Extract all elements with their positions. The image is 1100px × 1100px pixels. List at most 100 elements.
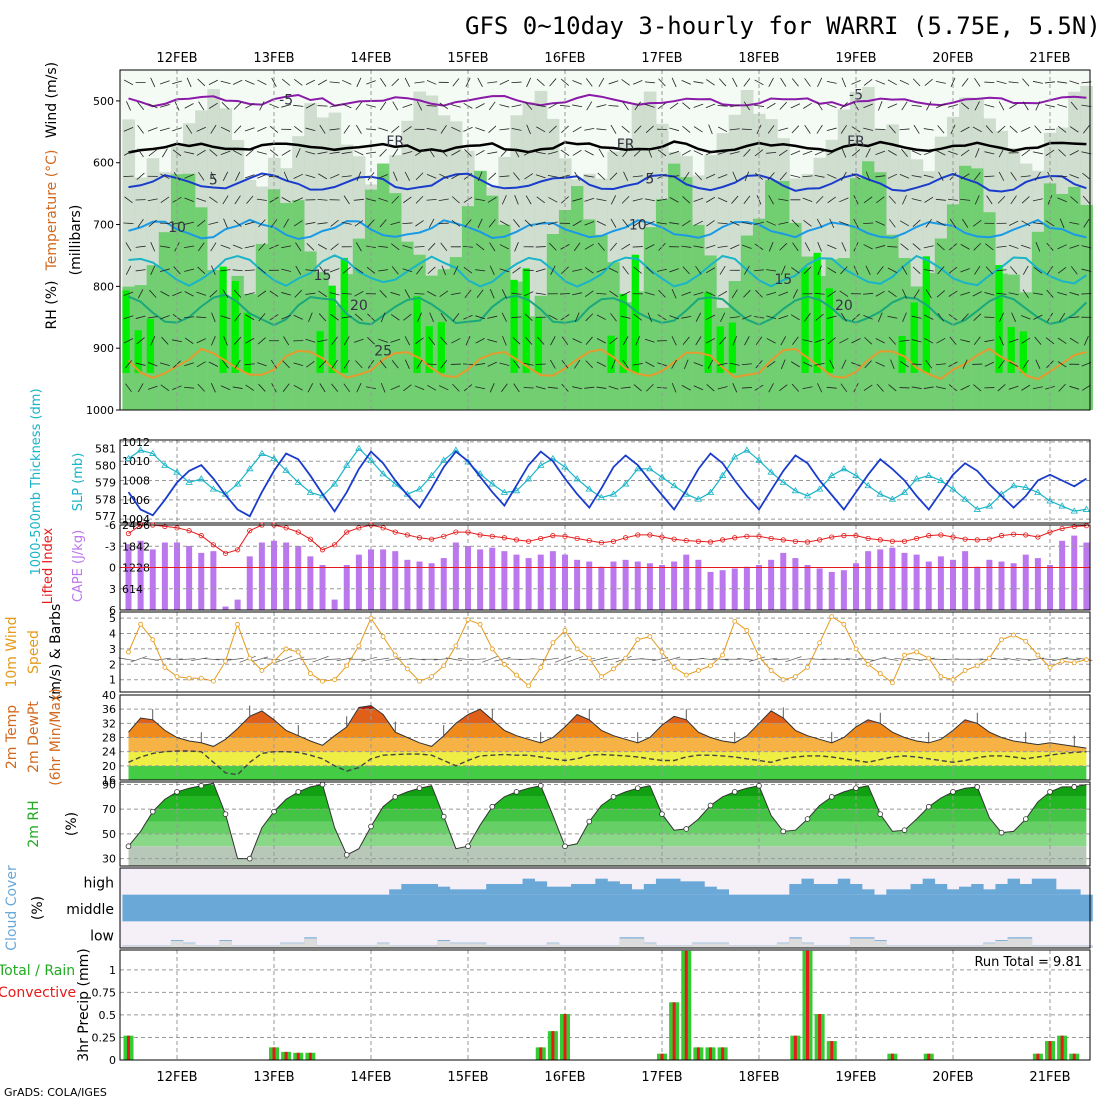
temp-tick-32: 32 bbox=[102, 717, 116, 730]
wind-barb bbox=[888, 290, 897, 297]
wind-barb-10m bbox=[1003, 657, 1020, 661]
cape-bar bbox=[986, 559, 993, 610]
wind-barb bbox=[355, 242, 362, 252]
cloud-middle-bar bbox=[837, 894, 851, 922]
wind-barb bbox=[210, 383, 216, 393]
wind-barb bbox=[718, 78, 727, 87]
wind-barb bbox=[404, 289, 411, 299]
wind-barb bbox=[620, 291, 631, 297]
cloud-middle-bar bbox=[704, 894, 717, 922]
cloud-low-fill bbox=[752, 945, 766, 948]
wind-barb bbox=[198, 171, 205, 181]
wind-barb bbox=[295, 242, 302, 252]
wind-barb bbox=[1069, 126, 1079, 133]
li-point bbox=[174, 525, 180, 531]
wind-barb bbox=[233, 219, 242, 227]
wind-barb bbox=[742, 314, 752, 320]
thickness-point bbox=[815, 485, 824, 492]
li-point bbox=[1071, 523, 1077, 530]
wind-barb bbox=[717, 222, 728, 225]
isotherm-line bbox=[128, 254, 1087, 288]
thickness-point bbox=[537, 461, 545, 468]
rh-band-3 bbox=[128, 809, 1087, 822]
cape-bar bbox=[1034, 558, 1041, 610]
wind-barb bbox=[403, 126, 412, 133]
wind-barb bbox=[123, 79, 134, 86]
cloud-low-fill bbox=[595, 945, 608, 948]
cloud-high-bar bbox=[668, 878, 681, 895]
wind-speed-point bbox=[247, 655, 253, 661]
cape-bar bbox=[331, 599, 338, 610]
wind-barb bbox=[414, 246, 425, 248]
wind-barb bbox=[1009, 102, 1019, 109]
wind-barb bbox=[378, 245, 389, 248]
wind-barb bbox=[330, 314, 339, 321]
wind-barb bbox=[196, 291, 207, 296]
rh-point bbox=[853, 785, 859, 791]
wind-barb bbox=[646, 172, 654, 181]
wind-barb bbox=[426, 128, 437, 131]
cape-bar bbox=[355, 554, 362, 610]
cloud-middle-bar bbox=[571, 894, 584, 922]
wind-barb bbox=[693, 292, 704, 296]
cape-bar bbox=[913, 554, 920, 610]
cloud-high-bar bbox=[716, 889, 729, 895]
slp-thickness-panel: 100410061008101010125775785795805811000-… bbox=[29, 388, 1091, 576]
wind-barb bbox=[671, 289, 677, 299]
wind-barb bbox=[319, 266, 326, 275]
ylabel-wind: Wind (m/s) bbox=[44, 62, 60, 138]
ylabel-precip: 3hr Precip (mm) bbox=[76, 948, 92, 1061]
wind-barb bbox=[245, 384, 255, 391]
wind-barb-10m bbox=[324, 658, 341, 661]
wind-barb bbox=[935, 363, 946, 366]
thickness-point bbox=[524, 475, 533, 482]
cloud-low-fill bbox=[898, 945, 911, 948]
wind-barb bbox=[354, 267, 364, 274]
wind-barb bbox=[415, 172, 424, 181]
li-point bbox=[756, 533, 762, 539]
cloud-low-fill bbox=[777, 943, 790, 948]
wind-barb bbox=[791, 78, 799, 87]
wind-barb bbox=[572, 268, 583, 272]
wind-speed-point bbox=[223, 658, 228, 664]
cape-bar bbox=[283, 542, 290, 610]
wind-barb bbox=[281, 292, 292, 296]
rh-shade-bright bbox=[825, 288, 833, 373]
wind-barb bbox=[814, 338, 825, 343]
wind-barb bbox=[936, 150, 946, 156]
wind-barb bbox=[172, 80, 182, 85]
cloud-low-fill bbox=[304, 938, 317, 948]
wind-barb bbox=[585, 336, 593, 345]
wind-barb bbox=[706, 384, 715, 392]
wind-barb bbox=[717, 105, 728, 107]
rh-point bbox=[319, 781, 326, 788]
wind-barb bbox=[608, 267, 619, 273]
wind-barb bbox=[912, 78, 921, 87]
wind-barb bbox=[512, 267, 521, 274]
wind-barb bbox=[329, 151, 340, 154]
wind-barb bbox=[499, 175, 510, 178]
cloud-low-fill bbox=[207, 945, 220, 948]
wind-barb bbox=[669, 102, 679, 110]
wind-barb bbox=[123, 315, 134, 320]
wind-barb bbox=[402, 244, 413, 249]
wind-barb bbox=[863, 127, 874, 131]
cloud-middle-bar bbox=[1019, 894, 1033, 922]
wind-barb bbox=[137, 125, 144, 134]
li-point bbox=[877, 537, 883, 543]
wind-barb bbox=[244, 292, 255, 296]
wind-barb bbox=[705, 103, 716, 109]
cloud-middle-bar bbox=[195, 894, 208, 922]
cloud-low-fill bbox=[862, 938, 875, 948]
cloud-low-fill bbox=[534, 945, 548, 948]
wind-barb bbox=[1045, 220, 1055, 227]
wind-speed-point bbox=[174, 674, 180, 680]
wind-barb bbox=[814, 362, 825, 366]
wind-barb bbox=[1009, 361, 1019, 367]
wind-barb bbox=[948, 150, 958, 155]
cloud-low-fill bbox=[704, 943, 717, 948]
wind-barb bbox=[1059, 312, 1066, 322]
li-point bbox=[707, 539, 714, 545]
wind-barb bbox=[559, 293, 571, 295]
